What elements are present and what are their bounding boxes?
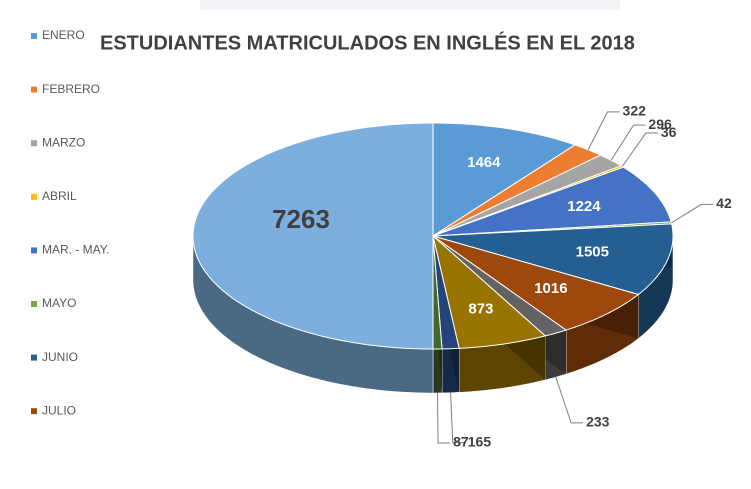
leader-line [555,376,584,424]
data-label: 7263 [272,204,330,234]
legend-swatch [31,301,37,307]
data-label: 36 [661,124,677,140]
slice [432,235,640,331]
legend-label: MAYO [42,296,76,310]
data-label: 1464 [467,154,501,171]
slice [432,154,623,237]
legend-label: JUNIO [42,350,78,364]
leader-line [610,124,646,161]
data-label: 873 [468,300,493,317]
legend-label: MARZO [42,135,85,149]
data-label: 42 [716,195,732,211]
legend-swatch [31,408,37,415]
slice [432,166,672,237]
data-label: 1224 [567,198,601,215]
slice [432,234,547,349]
data-label: 165 [468,433,492,449]
data-label: 296 [648,116,672,132]
legend-swatch [31,247,37,254]
legend-label: MAR. - MAY. [42,243,110,257]
pie-tops [192,122,674,350]
leader-line [621,132,658,167]
leader-line [587,111,620,151]
legend-swatch [31,140,37,147]
data-label: 1505 [576,244,609,261]
legend-label: JULIO [42,403,76,417]
legend-label: ABRIL [42,189,77,203]
legend-label: ENERO [42,28,85,42]
legend-label: FEBRERO [42,82,100,96]
legend-swatch [31,354,37,361]
slice [432,223,674,296]
data-label: 87 [453,434,469,450]
legend-swatch [31,193,37,200]
slice [192,122,434,350]
slice [432,235,568,337]
data-label: 1016 [534,280,567,297]
top-strip [200,0,620,10]
chart-title: ESTUDIANTES MATRICULADOS EN INGLÉS EN EL… [100,31,635,54]
legend-swatch [31,33,37,39]
leader-line [450,392,465,444]
slice [432,122,577,237]
slice [432,144,602,237]
leader-line [437,392,451,444]
legend-swatch [31,86,37,93]
leader-line [671,203,714,224]
data-label: 322 [623,103,647,119]
data-label: 233 [586,414,610,430]
